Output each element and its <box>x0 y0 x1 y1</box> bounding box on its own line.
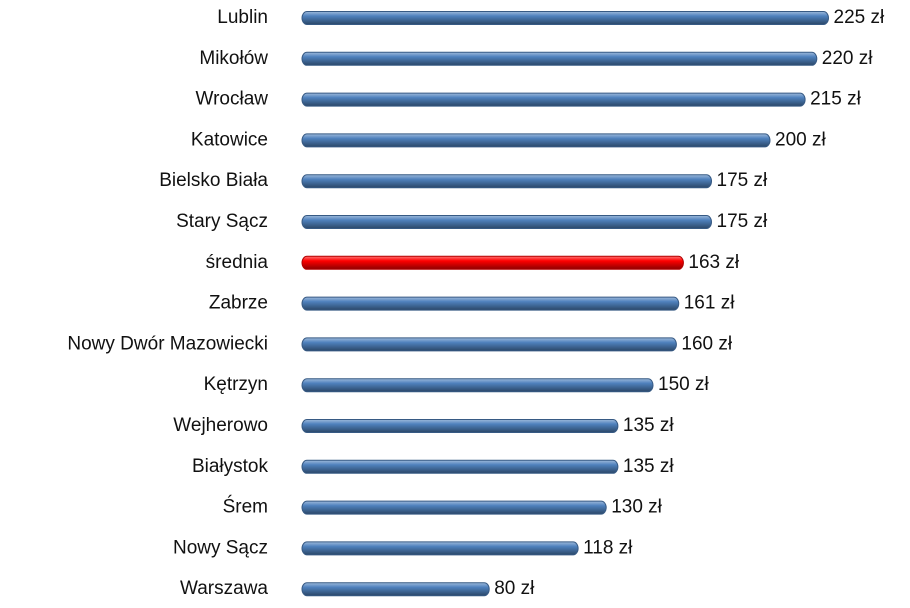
bar <box>301 582 490 597</box>
value-label: 163 zł <box>688 252 739 273</box>
value-label: 215 zł <box>810 89 861 110</box>
value-label: 161 zł <box>684 293 735 314</box>
bar <box>301 11 829 25</box>
category-label: Nowy Sącz <box>173 537 268 558</box>
category-label: Śrem <box>223 496 268 518</box>
value-label: 220 zł <box>822 48 873 69</box>
category-label: Stary Sącz <box>176 211 268 232</box>
value-label: 175 zł <box>717 170 768 191</box>
category-label: Bielsko Biała <box>159 170 268 191</box>
value-label: 135 zł <box>623 415 674 436</box>
category-label: Nowy Dwór Mazowiecki <box>67 333 268 354</box>
value-label: 80 zł <box>494 578 535 599</box>
category-label: średnia <box>206 252 269 273</box>
bar <box>301 500 607 515</box>
bar <box>301 51 818 66</box>
bar <box>301 92 806 107</box>
category-label: Mikołów <box>199 48 268 69</box>
category-label: Białystok <box>192 456 269 477</box>
category-label: Zabrze <box>209 293 268 314</box>
value-label: 150 zł <box>658 374 709 395</box>
value-label: 225 zł <box>834 7 885 28</box>
category-label: Kętrzyn <box>204 374 268 395</box>
value-label: 175 zł <box>717 211 768 232</box>
bar <box>301 541 579 556</box>
value-label: 118 zł <box>583 537 633 558</box>
bar <box>301 133 771 148</box>
bar <box>301 419 619 433</box>
value-label: 130 zł <box>611 497 662 518</box>
bar <box>301 215 712 229</box>
value-label: 160 zł <box>681 333 732 354</box>
bar <box>301 459 619 474</box>
value-label: 135 zł <box>623 456 674 477</box>
category-label: Warszawa <box>180 578 268 599</box>
bar <box>301 296 680 311</box>
category-label: Lublin <box>217 7 268 28</box>
value-label: 200 zł <box>775 129 826 150</box>
category-label: Katowice <box>191 129 268 150</box>
category-label: Wrocław <box>196 89 269 110</box>
category-label: Wejherowo <box>173 415 268 436</box>
bar <box>301 255 684 270</box>
bar <box>301 378 654 393</box>
bar <box>301 174 712 189</box>
bar <box>301 337 677 352</box>
